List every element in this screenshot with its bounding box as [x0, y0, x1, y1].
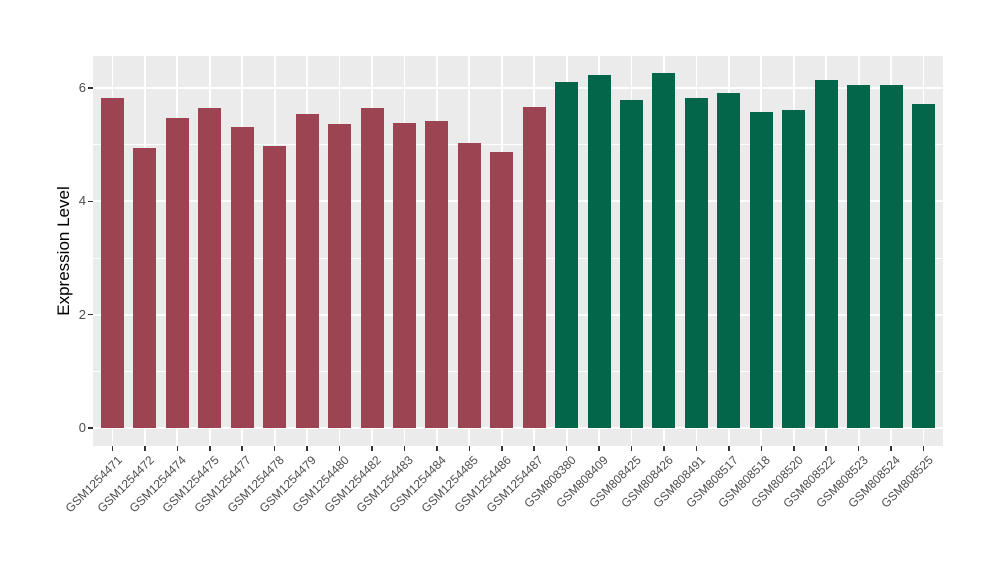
gridline-major	[93, 313, 943, 316]
gridline-major	[93, 87, 943, 89]
y-axis-tick-mark	[88, 427, 93, 429]
x-axis-tick-mark	[792, 446, 795, 451]
expression-bar	[814, 80, 838, 428]
y-axis-tick-mark	[88, 313, 93, 316]
x-axis-tick-mark	[403, 446, 406, 451]
x-axis-tick-mark	[111, 446, 114, 451]
x-axis-tick-mark	[630, 446, 633, 451]
x-axis-tick-mark	[371, 446, 373, 451]
expression-bar	[101, 98, 124, 428]
y-axis-tick-label: 0	[78, 420, 86, 435]
x-axis-tick-mark	[468, 446, 471, 451]
expression-bar	[522, 107, 546, 428]
x-axis-tick-mark	[825, 446, 827, 451]
expression-bar	[847, 85, 871, 428]
expression-bar	[165, 118, 189, 428]
expression-bar	[230, 127, 254, 428]
x-axis-tick-mark	[598, 446, 600, 451]
y-axis-tick-label: 2	[78, 306, 86, 322]
expression-bar	[490, 152, 514, 428]
expression-bar	[425, 120, 449, 428]
expression-bar	[295, 114, 319, 428]
expression-bar	[782, 110, 806, 428]
expression-bar	[587, 74, 611, 428]
x-axis-tick-mark	[533, 446, 535, 451]
expression-bar	[749, 111, 773, 428]
expression-bar	[684, 98, 708, 428]
x-axis-tick-mark	[760, 446, 763, 451]
expression-bar	[263, 145, 287, 428]
x-axis-tick-mark	[728, 446, 730, 451]
expression-bar	[457, 142, 481, 428]
gridline-major	[93, 200, 943, 203]
x-axis-tick-mark	[241, 446, 244, 451]
x-axis-tick-mark	[663, 446, 665, 451]
x-axis-tick-mark	[306, 446, 308, 451]
x-axis-tick-mark	[890, 446, 892, 451]
gridline-minor	[93, 144, 943, 146]
y-axis-tick-label: 4	[78, 193, 86, 209]
x-axis-tick-mark	[176, 446, 179, 451]
x-axis-tick-mark	[500, 446, 503, 451]
y-axis-tick-label: 6	[78, 79, 86, 95]
expression-bar	[392, 123, 416, 428]
expression-bar	[198, 107, 222, 428]
x-axis-tick-mark	[436, 446, 438, 451]
expression-bar	[555, 81, 579, 428]
expression-bar	[717, 93, 741, 428]
expression-bar	[912, 103, 935, 428]
x-axis-tick-mark	[209, 446, 211, 451]
y-axis-tick-mark	[88, 87, 93, 89]
x-axis-tick-mark	[922, 446, 925, 451]
x-axis-tick-mark	[857, 446, 860, 451]
expression-bar	[133, 148, 157, 428]
y-axis-tick-mark	[88, 200, 93, 203]
expression-bar	[879, 84, 903, 428]
chart-panel	[93, 56, 943, 446]
x-axis-tick-mark	[144, 446, 146, 451]
gridline-minor	[93, 257, 943, 259]
x-axis-tick-mark	[695, 446, 698, 451]
expression-bar	[652, 73, 676, 428]
x-axis-tick-mark	[273, 446, 276, 451]
x-axis-tick-mark	[565, 446, 568, 451]
expression-bar	[328, 124, 352, 428]
expression-bar	[620, 99, 644, 428]
gridline-major	[93, 427, 943, 429]
x-axis-tick-mark	[338, 446, 341, 451]
expression-bar	[360, 108, 384, 428]
gridline-minor	[93, 370, 943, 372]
